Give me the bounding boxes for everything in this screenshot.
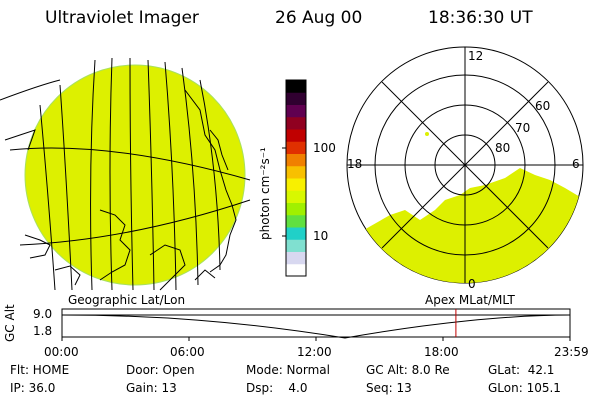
colorbar-stripe bbox=[286, 116, 306, 130]
time-ticks bbox=[61, 337, 571, 341]
colorbar-tick-label-100: 100 bbox=[313, 141, 336, 155]
status-glat: GLat: 42.1 bbox=[488, 363, 555, 377]
altitude-plot-frame bbox=[61, 308, 571, 338]
colorbar-stripe bbox=[286, 263, 306, 277]
date-label: 26 Aug 00 bbox=[275, 8, 363, 28]
status-ip: IP: 36.0 bbox=[10, 381, 56, 395]
time-tick-0600: 06:00 bbox=[170, 345, 205, 359]
polar-grid bbox=[347, 47, 583, 283]
altitude-curve bbox=[61, 314, 571, 339]
polar-mlat-mlt-panel: 12 18 6 0 60 70 80 bbox=[346, 46, 584, 291]
mlat-label-60: 60 bbox=[535, 99, 550, 113]
colorbar-stripe bbox=[286, 104, 306, 118]
colorbar-stripe bbox=[286, 190, 306, 203]
status-dsp: Dsp: 4.0 bbox=[246, 381, 308, 395]
app-title: Ultraviolet Imager bbox=[45, 8, 199, 28]
colorbar-stripe bbox=[286, 251, 306, 265]
polar-panel-caption: Apex MLat/MLT bbox=[425, 293, 515, 307]
colorbar-stripe bbox=[286, 153, 306, 167]
auroral-image-disk bbox=[24, 64, 246, 286]
status-gain: Gain: 13 bbox=[126, 381, 177, 395]
colorbar-frame bbox=[285, 79, 307, 277]
mlt-label-0: 0 bbox=[468, 277, 476, 291]
alt-y-top: 9.0 bbox=[33, 307, 53, 321]
lat-lon-grid bbox=[0, 57, 251, 291]
colorbar-stripe bbox=[286, 129, 306, 142]
status-mode: Mode: Normal bbox=[246, 363, 330, 377]
time-tick-0000: 00:00 bbox=[44, 345, 79, 359]
alt-axis-label: GC Alt bbox=[3, 304, 17, 342]
time-tick-2359: 23:59 bbox=[554, 345, 589, 359]
status-gc-alt: GC Alt: 8.0 Re bbox=[366, 363, 450, 377]
colorbar-tick-label-10: 10 bbox=[313, 229, 329, 243]
alt-y-bottom: 1.8 bbox=[33, 324, 53, 338]
mlt-label-12: 12 bbox=[468, 49, 483, 63]
colorbar-stripe bbox=[286, 214, 306, 228]
colorbar-stripe bbox=[286, 178, 306, 191]
colorbar-stripe bbox=[286, 227, 306, 240]
time-tick-1200: 12:00 bbox=[297, 345, 332, 359]
colorbar-unit-label: photon cm⁻²s⁻¹ bbox=[258, 147, 272, 240]
time-tick-1800: 18:00 bbox=[424, 345, 459, 359]
geographic-image-panel bbox=[0, 57, 251, 291]
mlat-label-80: 80 bbox=[495, 141, 510, 155]
colorbar-stripe bbox=[286, 239, 306, 252]
colorbar-stripe bbox=[286, 202, 306, 216]
colorbar bbox=[282, 79, 307, 277]
colorbar-stripe bbox=[286, 92, 306, 105]
coastlines bbox=[4, 89, 237, 291]
colorbar-gradient bbox=[286, 80, 306, 277]
mlt-label-6: 6 bbox=[572, 157, 580, 171]
geo-panel-caption: Geographic Lat/Lon bbox=[68, 293, 186, 307]
mlat-label-70: 70 bbox=[515, 121, 530, 135]
altitude-plot bbox=[61, 308, 571, 341]
colorbar-stripe bbox=[286, 141, 306, 154]
colorbar-stripe bbox=[286, 165, 306, 179]
status-flt: Flt: HOME bbox=[10, 363, 70, 377]
status-seq: Seq: 13 bbox=[366, 381, 412, 395]
mlt-label-18: 18 bbox=[347, 157, 362, 171]
colorbar-stripe bbox=[286, 80, 306, 93]
status-glon: GLon: 105.1 bbox=[488, 381, 561, 395]
time-label: 18:36:30 UT bbox=[428, 8, 533, 28]
status-door: Door: Open bbox=[126, 363, 195, 377]
